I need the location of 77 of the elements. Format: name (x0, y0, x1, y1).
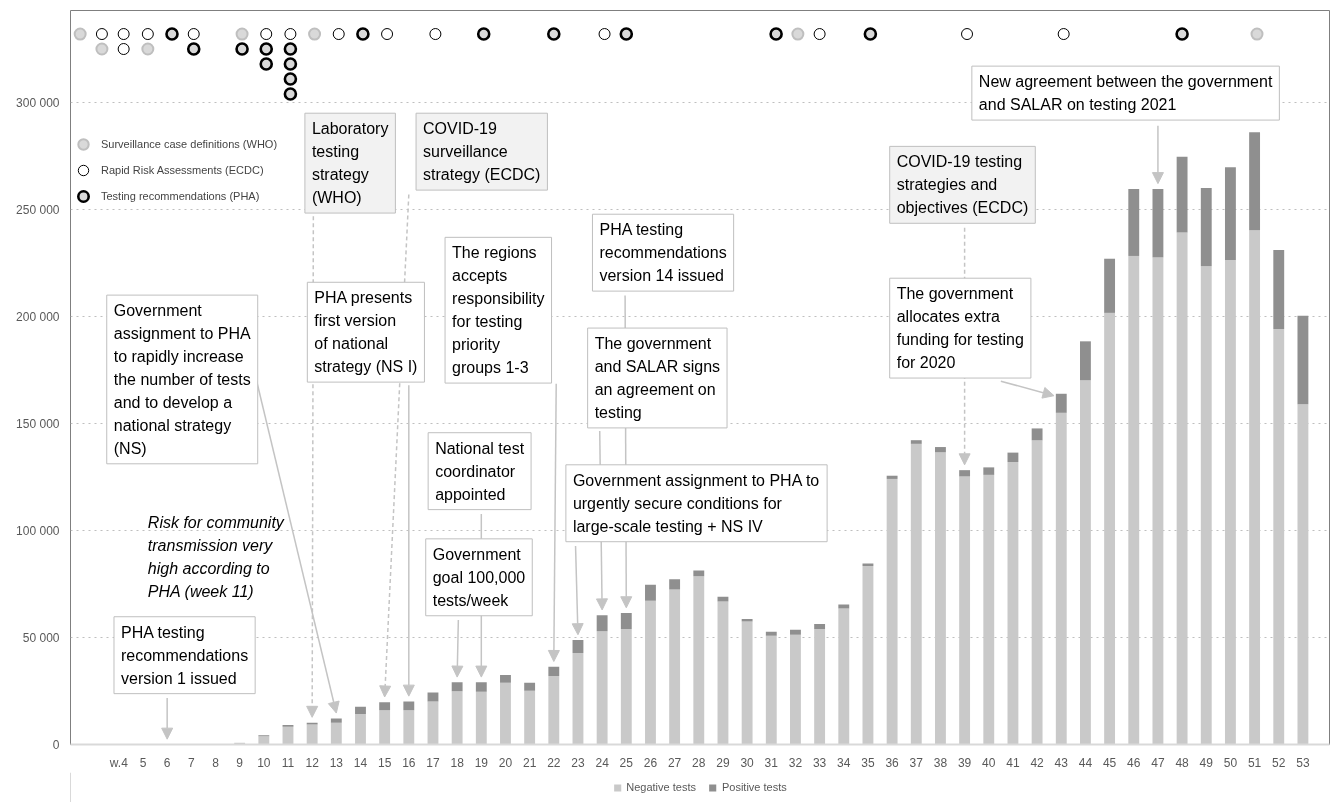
x-tick-label: 53 (1296, 755, 1310, 770)
annotation: Laboratory testing strategy (WHO) (311, 120, 389, 207)
x-tick-label: 49 (1199, 755, 1214, 770)
x-tick-label: 27 (667, 755, 682, 770)
x-tick-label: 28 (692, 755, 706, 770)
x-tick-label: 20 (498, 755, 513, 770)
annotation: Risk for community transmission very high according to PHA (week 11) (147, 513, 285, 600)
legend-label: Negative tests (626, 781, 696, 793)
x-tick-label: 50 (1223, 755, 1238, 770)
annotation: Government assignment to PHA to rapidly increase the number of tests and to develop a national strategy (NS) (113, 302, 252, 457)
x-tick-label: 9 (236, 755, 244, 770)
x-tick-label: 46 (1127, 755, 1141, 770)
x-tick-label: 21 (522, 755, 537, 770)
annotation: COVID-19 testing strategies and objectives (ECDC) (896, 153, 1029, 217)
x-tick-label: 30 (740, 755, 755, 770)
y-tick-label: 150 000 (16, 416, 60, 431)
x-tick-label: 38 (933, 755, 948, 770)
x-tick-label: 33 (812, 755, 827, 770)
x-tick-label: 42 (1030, 755, 1045, 770)
y-tick-label: 300 000 (16, 95, 60, 110)
x-tick-label: 13 (329, 755, 344, 770)
y-tick-label: 250 000 (16, 202, 60, 217)
x-tick-label: 23 (571, 755, 585, 770)
x-tick-label: 32 (788, 755, 803, 770)
x-tick-label: 22 (547, 755, 561, 770)
x-tick-label: 8 (212, 755, 220, 770)
y-tick-label: 50 000 (22, 630, 60, 645)
x-tick-label: 16 (402, 755, 416, 770)
x-tick-label: 45 (1102, 755, 1117, 770)
x-tick-label: 34 (837, 755, 851, 770)
x-tick-label: 37 (909, 755, 924, 770)
x-tick-label: 14 (353, 755, 368, 770)
x-tick-label: 36 (885, 755, 900, 770)
x-tick-label: 19 (474, 755, 489, 770)
legend-label: Rapid Risk Assessments (ECDC) (101, 163, 264, 178)
x-tick-label: 35 (861, 755, 875, 770)
x-tick-label: 6 (163, 755, 171, 770)
annotation: The regions accepts responsibility for testing priority groups 1-3 (452, 244, 545, 377)
x-tick-label: 29 (716, 755, 730, 770)
x-tick-label: w.4 (108, 755, 129, 770)
y-tick-label: 200 000 (16, 309, 60, 324)
x-tick-label: 11 (281, 755, 295, 770)
annotation: The government allocates extra funding for testing for 2020 (896, 285, 1024, 372)
x-tick-label: 31 (764, 755, 779, 770)
x-tick-label: 24 (595, 755, 610, 770)
x-tick-label: 10 (257, 755, 271, 770)
annotation: COVID-19 surveillance strategy (ECDC) (423, 120, 541, 184)
x-tick-label: 25 (619, 755, 634, 770)
x-tick-label: 43 (1054, 755, 1069, 770)
legend-label: Surveillance case definitions (WHO) (101, 137, 278, 152)
annotation: Government assignment to PHA to urgently secure conditions for large-scale testing + NS IV (572, 471, 820, 535)
legend-label: Positive tests (721, 781, 787, 793)
x-tick-label: 40 (982, 755, 996, 770)
x-tick-label: 12 (305, 755, 320, 770)
y-tick-label: 100 000 (16, 523, 60, 538)
annotation: Government goal 100,000 tests/week (432, 545, 526, 609)
x-tick-label: 47 (1151, 755, 1165, 770)
x-tick-label: 15 (377, 755, 392, 770)
x-tick-label: 18 (450, 755, 465, 770)
x-tick-label: 7 (187, 755, 195, 770)
annotation: PHA testing recommendations version 1 issued (121, 623, 249, 687)
y-tick-label: 0 (52, 737, 60, 752)
x-tick-label: 51 (1247, 755, 1262, 770)
x-tick-label: 26 (643, 755, 658, 770)
annotation: The government and SALAR signs an agreement on testing (594, 335, 721, 421)
annotation: PHA presents first version of national strategy (NS I) (314, 289, 418, 376)
x-tick-label: 41 (1006, 755, 1020, 770)
x-tick-label: 52 (1272, 755, 1286, 770)
x-tick-label: 39 (957, 755, 972, 770)
x-tick-label: 17 (426, 755, 440, 770)
annotation: PHA testing recommendations version 14 issued (599, 221, 727, 285)
legend-label: Testing recommendations (PHA) (101, 189, 260, 204)
x-tick-label: 44 (1078, 755, 1093, 770)
annotation: New agreement between the government and SALAR on testing 2021 (978, 73, 1273, 114)
x-tick-label: 5 (139, 755, 147, 770)
annotation: National test coordinator appointed (435, 439, 525, 503)
x-tick-label: 48 (1175, 755, 1190, 770)
